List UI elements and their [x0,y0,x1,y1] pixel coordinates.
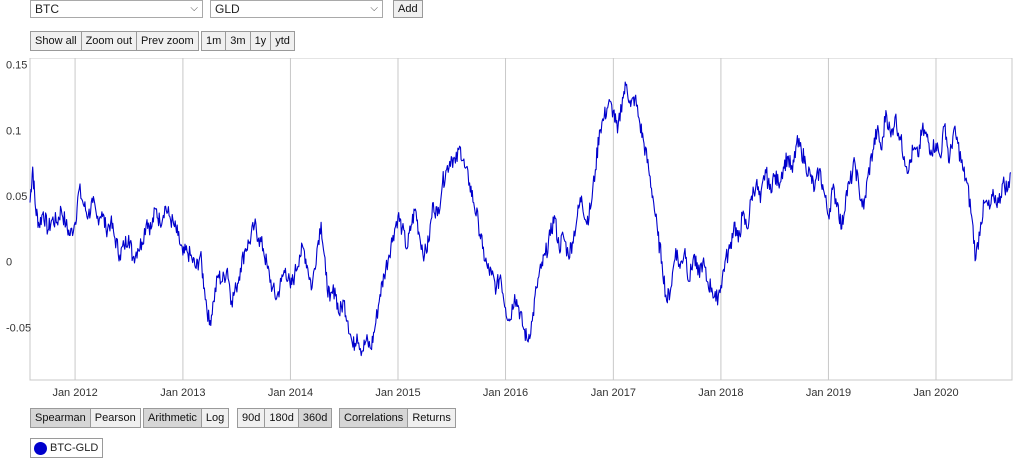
show-all-button[interactable]: Show all [30,31,82,51]
y-tick-label: 0.05 [6,191,27,203]
range-ytd-button[interactable]: ytd [271,31,295,51]
x-tick-label: Jan 2012 [52,387,97,399]
zoom-button-group: Show all Zoom out Prev zoom [30,31,199,51]
legend-item-btc-gld[interactable]: BTC-GLD [30,438,104,458]
series-color-dot [34,441,47,455]
asset2-select[interactable]: GLD ⌵ [210,0,383,18]
spearman-button[interactable]: Spearman [30,408,91,428]
range-3m-button[interactable]: 3m [226,31,251,51]
correlation-chart[interactable]: Jan 2012 Jan 2013 Jan 2014 Jan 2015 Jan 2016… [0,58,1024,403]
chevron-down-icon: ⌵ [190,3,198,14]
mode-button-group: Correlations Returns [339,408,456,428]
window-90d-button[interactable]: 90d [237,408,266,428]
y-tick-label: -0.05 [6,322,31,334]
range-button-group: 1m 3m 1y ytd [201,31,295,51]
range-1m-button[interactable]: 1m [201,31,227,51]
returns-button[interactable]: Returns [408,408,456,428]
plot-frame [29,58,1013,381]
y-tick-label: 0.15 [6,60,27,72]
x-tick-label: Jan 2014 [268,387,313,399]
prev-zoom-button[interactable]: Prev zoom [137,31,199,51]
y-tick-label: 0 [6,257,12,269]
x-tick-label: Jan 2015 [375,387,420,399]
scale-button-group: Arithmetic Log [143,408,230,428]
add-button[interactable]: Add [393,0,423,18]
legend-label: BTC-GLD [50,442,99,454]
y-tick-label: 0.1 [6,125,21,137]
pearson-button[interactable]: Pearson [90,408,141,428]
x-tick-label: Jan 2016 [483,387,528,399]
chevron-down-icon: ⌵ [370,3,378,14]
arithmetic-button[interactable]: Arithmetic [143,408,202,428]
asset1-value: BTC [35,2,59,16]
x-tick-label: Jan 2019 [806,387,851,399]
method-button-group: Spearman Pearson [30,408,141,428]
x-tick-label: Jan 2020 [913,387,958,399]
window-button-group: 90d 180d 360d [237,408,333,428]
window-180d-button[interactable]: 180d [265,408,299,428]
range-1y-button[interactable]: 1y [250,31,272,51]
window-360d-button[interactable]: 360d [298,408,333,428]
x-tick-label: Jan 2017 [591,387,636,399]
asset2-value: GLD [215,2,240,16]
log-button[interactable]: Log [201,408,230,428]
correlations-button[interactable]: Correlations [339,408,409,428]
x-tick-label: Jan 2018 [698,387,743,399]
zoom-out-button[interactable]: Zoom out [81,31,138,51]
x-tick-label: Jan 2013 [160,387,205,399]
series-line-btc-gld [29,81,1012,357]
asset1-select[interactable]: BTC ⌵ [30,0,203,18]
